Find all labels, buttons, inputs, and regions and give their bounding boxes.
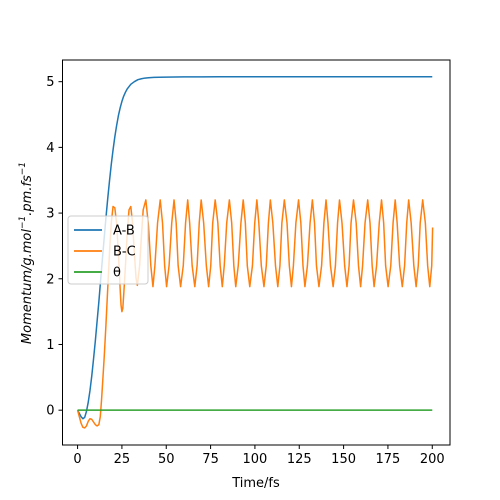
x-tick-label: 25 <box>114 452 131 467</box>
legend-label-2: θ <box>113 266 121 281</box>
y-tick-label: 2 <box>46 272 54 287</box>
legend-box <box>67 215 149 285</box>
x-axis-label: Time/fs <box>231 476 280 491</box>
x-tick-label: 50 <box>158 452 175 467</box>
x-tick-label: 75 <box>202 452 219 467</box>
x-tick-label: 150 <box>331 452 356 467</box>
series-line-1 <box>76 199 434 429</box>
axes-frame <box>62 59 451 446</box>
y-ticks: 0 1 2 3 4 5 <box>46 75 63 419</box>
y-axis-label-exp-2: −1 <box>18 162 28 175</box>
legend-label-1: B-C <box>113 245 136 260</box>
plot-lines <box>76 76 434 429</box>
x-tick-label: 0 <box>73 452 81 467</box>
x-tick-label: 175 <box>376 452 401 467</box>
y-tick-label: 1 <box>46 338 54 353</box>
y-tick-label: 4 <box>46 141 54 156</box>
y-tick-label: 5 <box>46 75 54 90</box>
x-tick-label: 125 <box>287 452 312 467</box>
x-tick-label: 200 <box>420 452 445 467</box>
x-ticks: 0 25 50 75 100 125 150 175 200 <box>73 445 445 467</box>
y-tick-label: 3 <box>46 207 54 222</box>
series-line-0 <box>76 76 433 420</box>
legend-label-0: A-B <box>113 224 135 239</box>
y-axis-label-main: Momentum/g.mol <box>20 229 35 344</box>
legend: A-B B-C θ <box>67 215 149 285</box>
y-axis-label-exp-1: −1 <box>18 216 28 229</box>
y-tick-label: 0 <box>46 404 54 419</box>
x-tick-label: 100 <box>243 452 268 467</box>
y-axis-label: Momentum/g.mol−1.pm.fs−1 <box>18 162 35 344</box>
y-axis-label-unit: .pm.fs <box>20 175 35 216</box>
